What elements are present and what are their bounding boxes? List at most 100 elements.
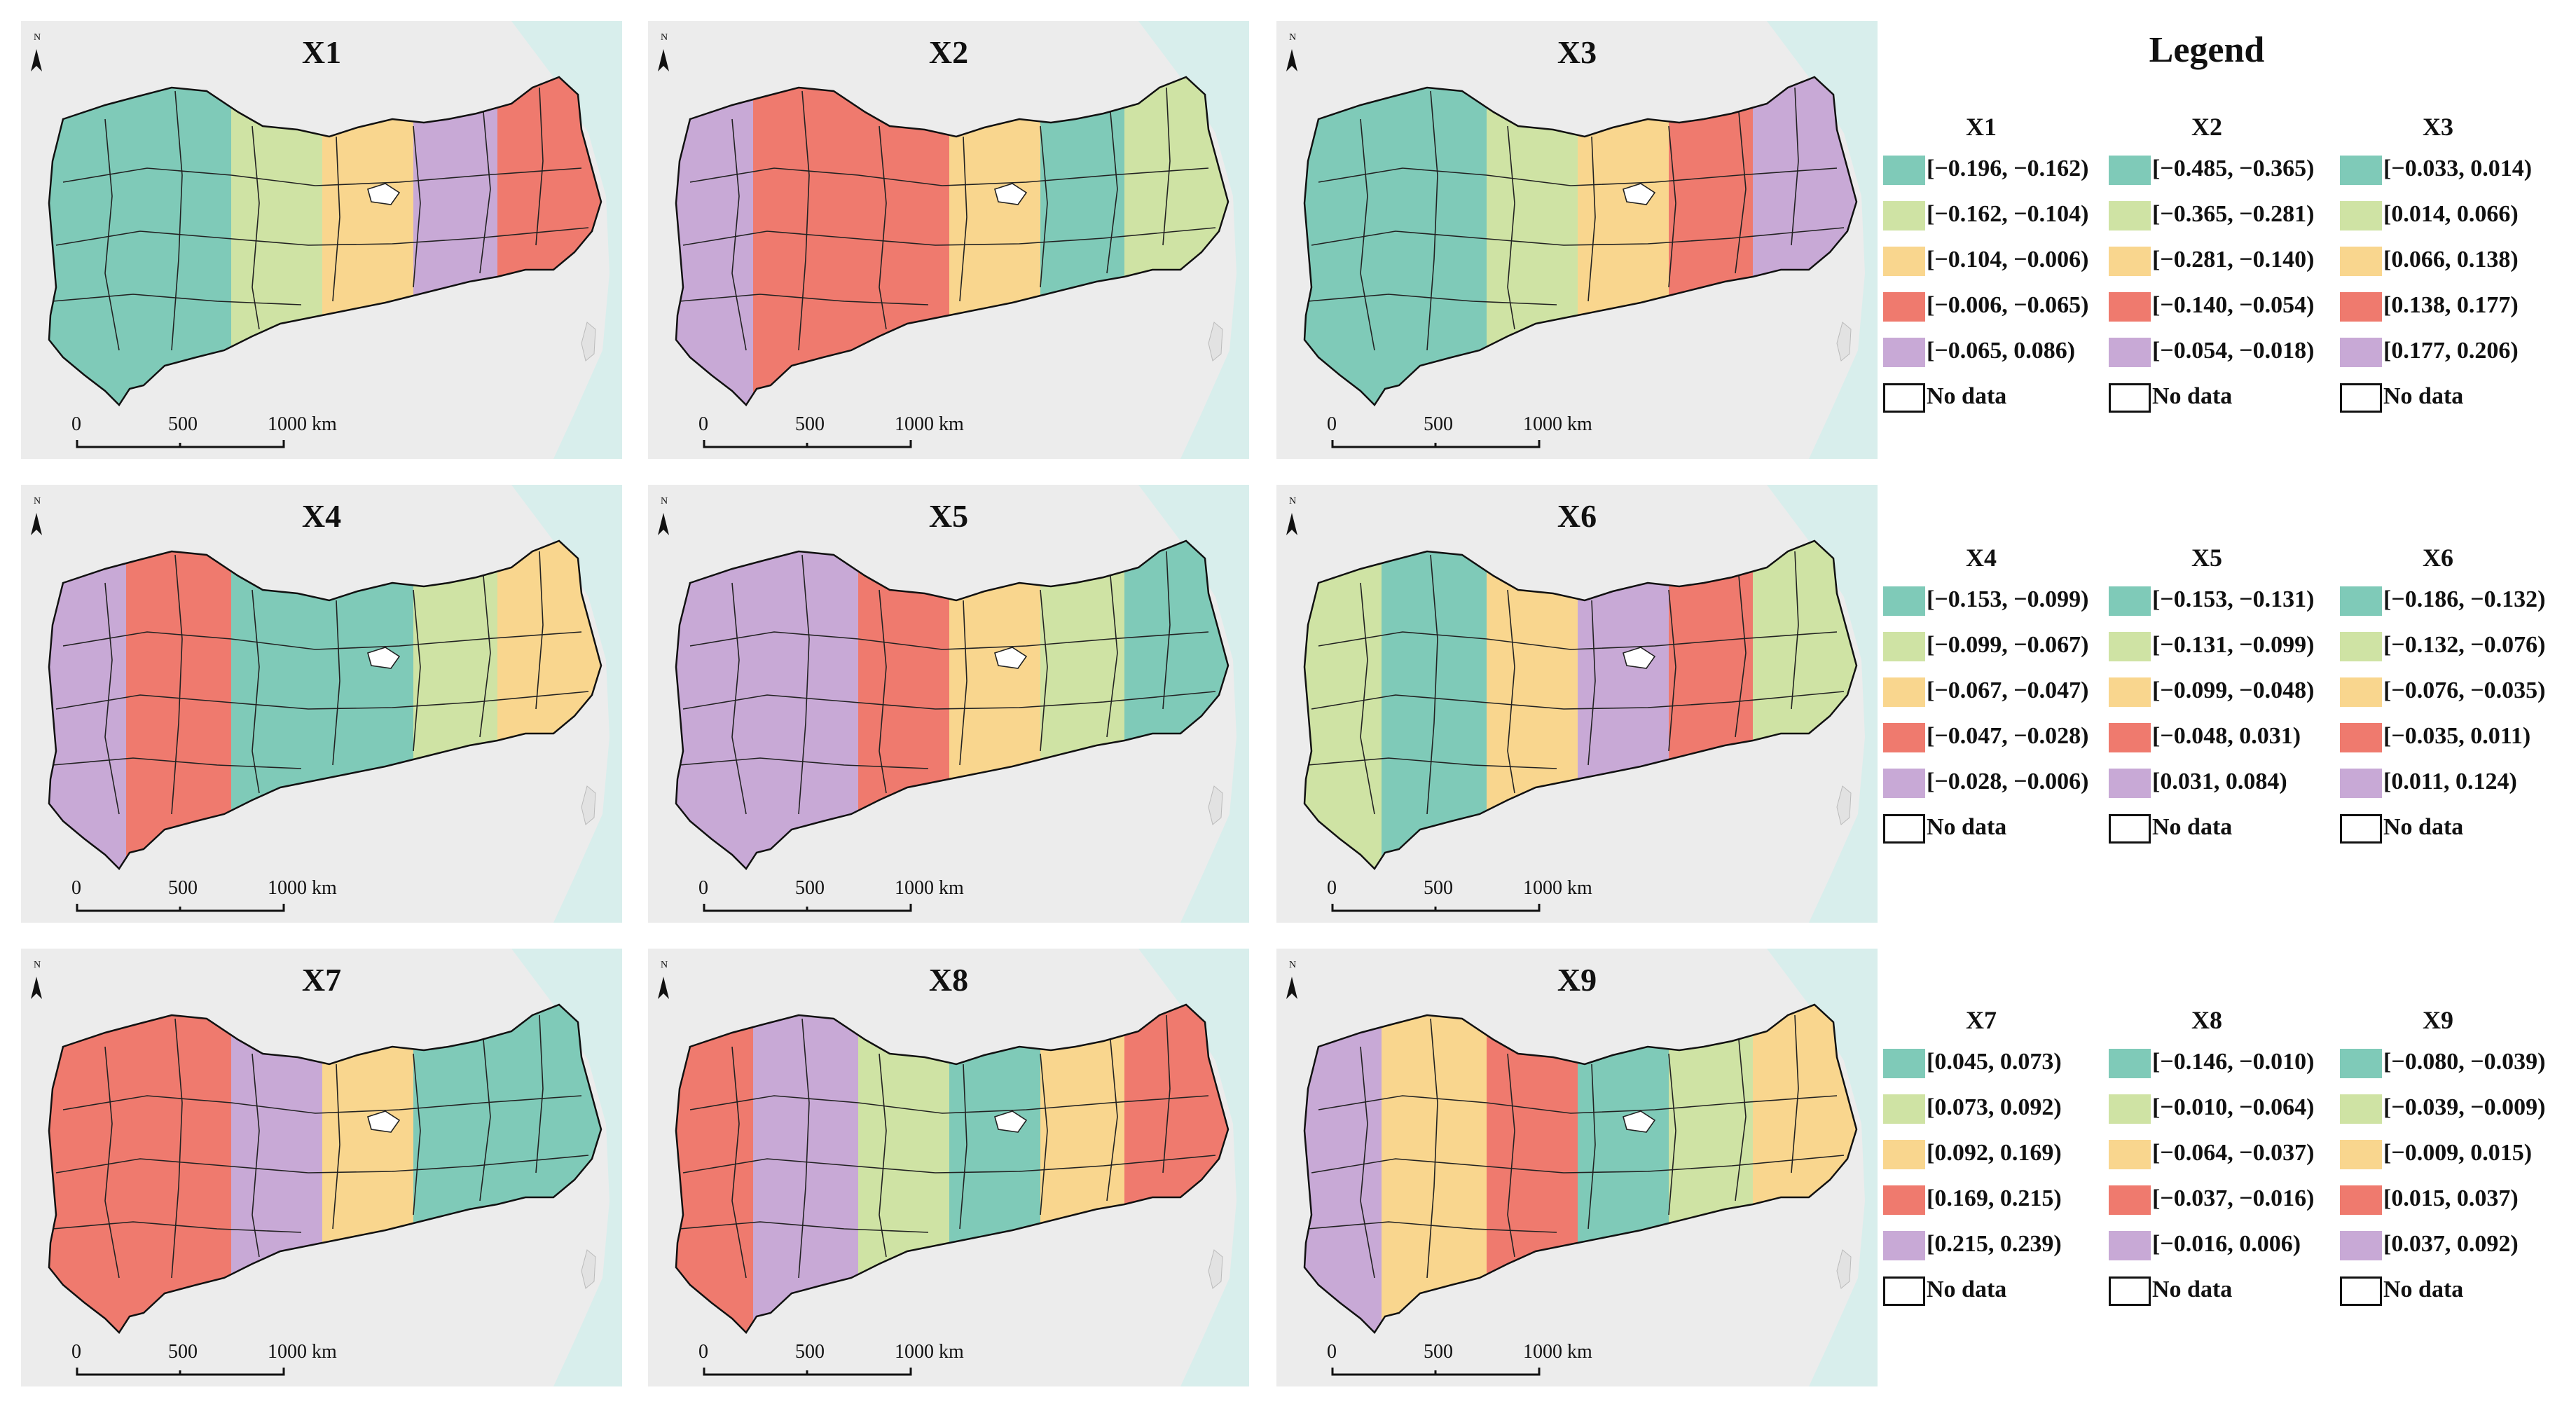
legend-range-label: [−0.054, −0.018) [2152,338,2315,364]
boundary-line [332,600,340,766]
boundary-line [682,1155,1216,1174]
legend-group-x8: X8 [−0.146, −0.010) [−0.010, −0.064) [−0.06… [2109,1005,2340,1307]
lake [367,183,401,205]
boundary-line [682,691,1216,710]
legend-range-label: [−0.064, −0.037) [2152,1140,2315,1166]
north-label: N [1289,32,1297,43]
legend-swatch [1883,723,1925,752]
north-label: N [34,960,41,970]
boundary-line [879,1053,887,1258]
legend-no-data-label: No data [2383,383,2464,409]
lake [1623,1110,1656,1133]
north-arrow-icon [31,49,42,71]
island-shape [1836,322,1852,362]
legend-swatch [2340,723,2382,752]
north-arrow-icon [1286,977,1297,999]
legend-range-label: [0.011, 0.124) [2383,769,2517,794]
legend-group-x7: X7 [0.045, 0.073) [0.073, 0.092) [0.092, 0.… [1883,1005,2114,1307]
legend-no-data-label: No data [2383,1276,2464,1302]
legend-range-label: [−0.028, −0.006) [1927,769,2089,794]
legend-range-label: [−0.039, −0.009) [2383,1094,2546,1120]
legend-swatch [2109,201,2151,230]
legend-swatch [2109,723,2151,752]
island-shape [1208,322,1223,362]
scale-bar [76,440,285,448]
scale-label: 500 [1424,1341,1453,1363]
legend-range-label: [−0.146, −0.010) [2152,1049,2315,1075]
legend-range-label: [−0.047, −0.028) [1927,723,2089,749]
legend-range-label: [−0.080, −0.039) [2383,1049,2546,1075]
lake [367,647,401,669]
boundary-line [479,1039,491,1202]
legend-group-x9: X9 [−0.080, −0.039) [−0.039, −0.009) [−0.00… [2340,1005,2571,1307]
boundary-line [959,1064,967,1230]
scale-bar [76,1368,285,1376]
legend-range-label: [−0.186, −0.132) [2383,586,2546,612]
legend-swatch [2109,677,2151,707]
boundary-line [413,1053,421,1216]
legend-range-label: [0.092, 0.169) [1927,1140,2062,1166]
north-label: N [34,496,41,507]
boundary-line [1426,554,1438,815]
legend-swatch [2340,1094,2382,1124]
legend-swatch [1883,586,1925,616]
map-panel-x6: N X6 0 500 1000 km [1276,485,1878,923]
legend-swatch [1883,1231,1925,1260]
legend-range-label: [0.177, 0.206) [2383,338,2519,364]
boundary-line [1162,551,1171,710]
zone-1 [1304,1005,1382,1333]
boundary-line [104,1046,120,1279]
legend-no-data-label: No data [2152,814,2233,840]
map-svg [21,485,622,923]
legend-range-label: [0.215, 0.239) [1927,1231,2062,1257]
legend-swatch [2340,632,2382,661]
zone-1 [676,1005,753,1333]
legend-group-title: X2 [2191,113,2222,141]
legend-swatch-no-data [2340,814,2382,844]
legend-group-x6: X6 [−0.186, −0.132) [−0.132, −0.076) [−0.07… [2340,543,2571,844]
boundary-line [1106,575,1118,738]
legend-range-label: [−0.162, −0.104) [1927,201,2089,227]
lake [1623,647,1656,669]
boundary-line [62,1095,582,1114]
boundary-line [252,125,260,330]
lake [994,1110,1028,1133]
boundary-line [413,589,421,752]
boundary-line [1668,589,1676,752]
legend-swatch-no-data [1883,814,1925,844]
island-shape [581,322,596,362]
region-outline [1303,76,1858,406]
legend-swatch [2109,1185,2151,1215]
boundary-line [1040,1053,1048,1216]
legend-group-title: X5 [2191,544,2222,572]
boundary-line [1507,589,1515,794]
boundary-line [1587,1064,1596,1230]
north-arrow-icon [1286,49,1297,71]
scale-label: 500 [1424,413,1453,435]
north-label: N [661,960,668,970]
map-svg [21,21,622,459]
legend-swatch [2109,1140,2151,1169]
boundary-line [1318,167,1838,186]
legend-range-label: [−0.196, −0.162) [1927,156,2089,181]
region-outline [675,76,1230,406]
scale-label: 1000 km [895,877,964,899]
legend-group-title: X9 [2423,1006,2453,1034]
legend-group-x1: X1 [−0.196, −0.162) [−0.162, −0.104) [−0.10… [1883,112,2114,413]
legend-group-x3: X3 [−0.033, 0.014) [0.014, 0.066) [0.066, 0… [2340,112,2571,413]
boundary-line [535,551,544,710]
legend-swatch [1883,1094,1925,1124]
north-arrow-icon [658,977,669,999]
scale-label: 0 [71,413,81,435]
legend-range-label: [−0.037, −0.016) [2152,1185,2315,1211]
sea-area [511,21,622,459]
region-outline [675,539,1230,870]
boundary-line [1735,1039,1747,1202]
scale-label: 1000 km [268,877,337,899]
scale-label: 500 [168,1341,198,1363]
boundary-line [252,1053,260,1258]
legend-swatch-no-data [2109,814,2151,844]
boundary-line [1106,1039,1118,1202]
legend-range-label: [0.169, 0.215) [1927,1185,2062,1211]
north-arrow-icon [31,977,42,999]
